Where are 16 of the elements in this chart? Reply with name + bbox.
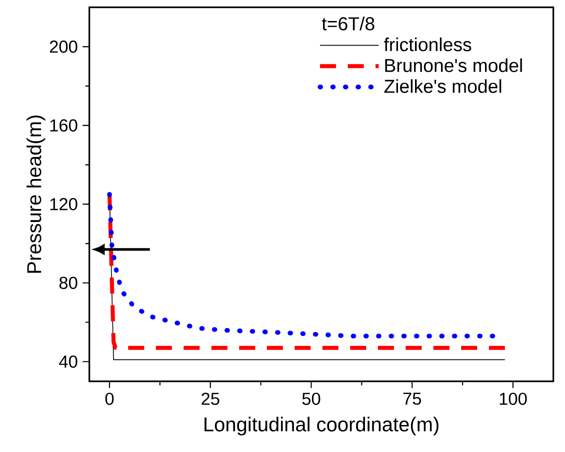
x-axis-title: Longitudinal coordinate(m) [204, 416, 438, 436]
x-tick-label: 100 [500, 392, 527, 405]
y-tick-label: 120 [50, 198, 78, 210]
y-tick-label: 160 [50, 119, 78, 132]
x-tick-label: 25 [202, 392, 220, 405]
legend-label: Zielke's model [384, 79, 502, 93]
y-axis-title: Pressure head(m) [26, 116, 46, 273]
y-tick-label: 80 [59, 276, 78, 290]
x-tick-label: 0 [105, 392, 114, 405]
legend-title: t=6T/8 [322, 16, 374, 30]
x-tick-label: 75 [403, 392, 422, 405]
y-tick-label: 200 [50, 40, 78, 53]
legend-label: Brunone's model [385, 58, 522, 72]
x-tick-label: 50 [302, 392, 320, 405]
legend-label: frictionless [384, 38, 472, 52]
y-tick-label: 40 [59, 355, 78, 368]
